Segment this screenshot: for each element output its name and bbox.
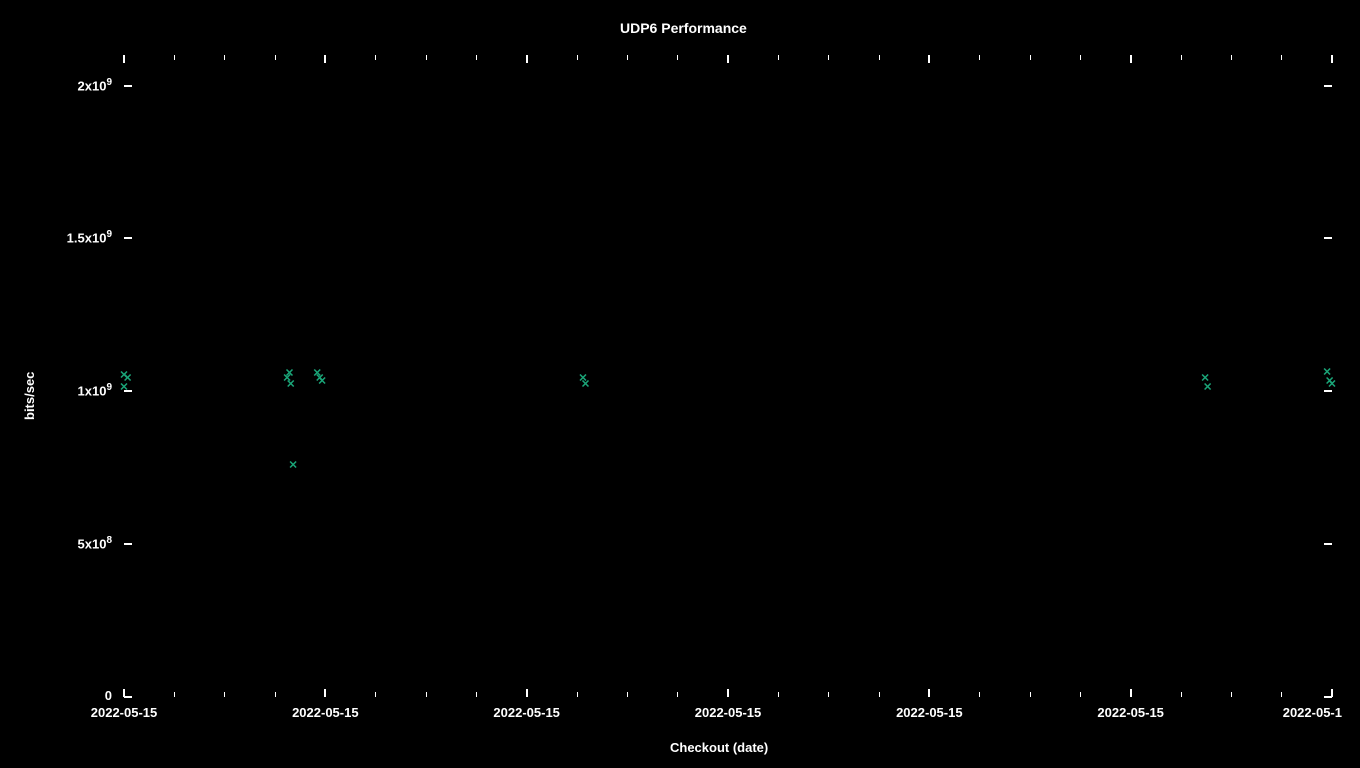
ytick (124, 543, 132, 545)
xtick-minor (1030, 55, 1031, 60)
ytick-label: 1x109 (78, 382, 112, 398)
xtick-minor (828, 55, 829, 60)
xtick-minor (577, 55, 578, 60)
ytick-label: 1.5x109 (67, 229, 112, 245)
data-point: ✕ (1327, 380, 1336, 391)
xtick-minor (1231, 55, 1232, 60)
xtick-minor (979, 692, 980, 697)
xtick-label: 2022-05-15 (477, 705, 577, 720)
ytick (1324, 85, 1332, 87)
xtick-label: 2022-05-15 (74, 705, 174, 720)
ytick (1324, 543, 1332, 545)
chart-container: UDP6 Performance bits/sec Checkout (date… (0, 0, 1360, 768)
xtick-minor (627, 692, 628, 697)
chart-title: UDP6 Performance (620, 20, 747, 36)
xtick (1130, 689, 1132, 697)
ytick-label: 5x108 (78, 535, 112, 551)
xtick (324, 689, 326, 697)
xtick-minor (778, 692, 779, 697)
xtick-minor (275, 692, 276, 697)
xtick (1331, 689, 1333, 697)
xtick (526, 689, 528, 697)
xtick-minor (1080, 692, 1081, 697)
ytick-label: 2x109 (78, 77, 112, 93)
xtick-minor (879, 692, 880, 697)
xtick-minor (1181, 55, 1182, 60)
xtick-minor (426, 692, 427, 697)
data-point: ✕ (286, 380, 295, 391)
xtick-minor (174, 692, 175, 697)
xtick-minor (224, 692, 225, 697)
xtick-minor (1281, 692, 1282, 697)
xtick-minor (375, 692, 376, 697)
xtick-minor (778, 55, 779, 60)
data-point: ✕ (123, 374, 132, 385)
data-point: ✕ (318, 377, 327, 388)
x-axis-label: Checkout (date) (670, 740, 768, 755)
ytick (124, 237, 132, 239)
xtick (324, 55, 326, 63)
data-point: ✕ (581, 380, 590, 391)
xtick-minor (879, 55, 880, 60)
xtick-minor (1030, 692, 1031, 697)
xtick-minor (1080, 55, 1081, 60)
xtick-minor (828, 692, 829, 697)
xtick (1331, 55, 1333, 63)
data-point: ✕ (289, 461, 298, 472)
xtick (526, 55, 528, 63)
xtick-label: 2022-05-15 (275, 705, 375, 720)
xtick-minor (979, 55, 980, 60)
xtick (123, 55, 125, 63)
ytick (124, 85, 132, 87)
xtick-minor (677, 692, 678, 697)
xtick-minor (627, 55, 628, 60)
xtick (727, 689, 729, 697)
xtick-minor (375, 55, 376, 60)
xtick-minor (224, 55, 225, 60)
xtick-minor (1181, 692, 1182, 697)
xtick (928, 689, 930, 697)
xtick-minor (677, 55, 678, 60)
xtick-label: 2022-05-15 (1081, 705, 1181, 720)
xtick-minor (1281, 55, 1282, 60)
data-point: ✕ (1203, 383, 1212, 394)
xtick (1130, 55, 1132, 63)
xtick (727, 55, 729, 63)
xtick-minor (476, 692, 477, 697)
ytick-label: 0 (105, 688, 112, 703)
xtick-minor (426, 55, 427, 60)
xtick (928, 55, 930, 63)
xtick-label: 2022-05-15 (678, 705, 778, 720)
xtick-minor (577, 692, 578, 697)
xtick-minor (174, 55, 175, 60)
ytick (1324, 237, 1332, 239)
ytick (124, 696, 132, 698)
xtick-label: 2022-05-1 (1262, 705, 1342, 720)
xtick-minor (1231, 692, 1232, 697)
y-axis-label: bits/sec (22, 372, 37, 420)
xtick-label: 2022-05-15 (879, 705, 979, 720)
xtick (123, 689, 125, 697)
xtick-minor (275, 55, 276, 60)
xtick-minor (476, 55, 477, 60)
